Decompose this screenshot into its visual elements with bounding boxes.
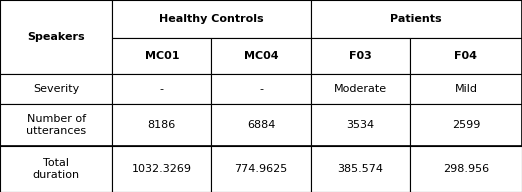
- Bar: [112, 146, 211, 192]
- Bar: [410, 74, 522, 104]
- Bar: [112, 0, 311, 38]
- Bar: [0, 74, 112, 104]
- Bar: [410, 146, 522, 192]
- Bar: [0, 104, 112, 146]
- Text: MC01: MC01: [145, 51, 179, 61]
- Text: 2599: 2599: [452, 120, 480, 130]
- Bar: [211, 104, 311, 146]
- Text: Severity: Severity: [33, 84, 79, 94]
- Text: -: -: [259, 84, 263, 94]
- Text: -: -: [160, 84, 164, 94]
- Bar: [311, 38, 410, 74]
- Bar: [211, 38, 311, 74]
- Bar: [0, 146, 112, 192]
- Text: 6884: 6884: [247, 120, 275, 130]
- Text: 1032.3269: 1032.3269: [132, 164, 192, 174]
- Text: F04: F04: [454, 51, 478, 61]
- Bar: [311, 0, 522, 38]
- Bar: [311, 146, 410, 192]
- Text: F03: F03: [349, 51, 372, 61]
- Bar: [311, 74, 410, 104]
- Bar: [410, 38, 522, 74]
- Text: 8186: 8186: [148, 120, 176, 130]
- Text: Mild: Mild: [454, 84, 478, 94]
- Text: Patients: Patients: [390, 14, 442, 24]
- Text: MC04: MC04: [244, 51, 278, 61]
- Text: 298.956: 298.956: [443, 164, 489, 174]
- Text: Moderate: Moderate: [334, 84, 387, 94]
- Bar: [311, 104, 410, 146]
- Text: 3534: 3534: [346, 120, 374, 130]
- Text: Number of
utterances: Number of utterances: [26, 114, 86, 136]
- Bar: [112, 74, 211, 104]
- Text: Healthy Controls: Healthy Controls: [159, 14, 264, 24]
- Bar: [211, 146, 311, 192]
- Bar: [112, 104, 211, 146]
- Text: Speakers: Speakers: [27, 32, 85, 42]
- Bar: [0, 0, 522, 146]
- Bar: [410, 104, 522, 146]
- Text: 774.9625: 774.9625: [234, 164, 288, 174]
- Bar: [112, 38, 211, 74]
- Text: Total
duration: Total duration: [32, 158, 80, 180]
- Bar: [0, 0, 112, 74]
- Text: 385.574: 385.574: [337, 164, 383, 174]
- Bar: [211, 74, 311, 104]
